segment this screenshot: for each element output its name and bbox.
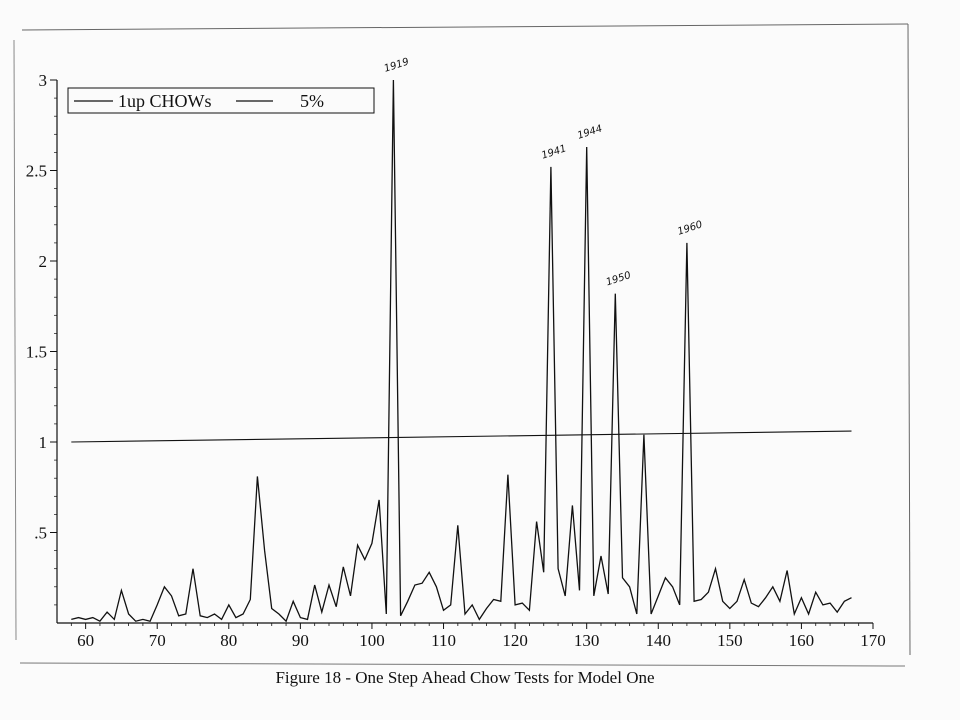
critical-5pct-line: [71, 430, 852, 443]
x-tick-label: 160: [789, 631, 815, 650]
year-annotation: 1950: [605, 270, 633, 288]
y-tick-label: 1.5: [26, 343, 47, 362]
x-tick-label: 140: [646, 631, 672, 650]
year-annotation: 1919: [383, 56, 411, 74]
x-tick-label: 170: [860, 631, 886, 650]
y-tick-label: 2: [39, 252, 48, 271]
y-tick-label: 3: [39, 71, 48, 90]
x-tick-label: 100: [359, 631, 385, 650]
x-tick-label: 120: [502, 631, 528, 650]
chow-series-line: [71, 79, 852, 623]
x-tick-label: 130: [574, 631, 600, 650]
scan-frame-top: [21, 23, 909, 31]
legend-box: [67, 87, 375, 114]
scan-frame-right: [907, 23, 911, 656]
year-annotation: 1941: [540, 143, 568, 161]
x-tick-label: 150: [717, 631, 743, 650]
y-tick-label: 2.5: [26, 162, 47, 181]
y-tick-label: .5: [34, 524, 47, 543]
x-tick-label: 70: [149, 631, 166, 650]
year-annotation: 1960: [676, 219, 704, 237]
scan-frame-bottom: [19, 662, 906, 667]
year-annotation: 1944: [576, 123, 604, 141]
legend-label-chow: 1up CHOWs: [118, 91, 212, 111]
x-tick-label: 110: [431, 631, 456, 650]
x-tick-label: 80: [220, 631, 237, 650]
legend-label-5pct: 5%: [300, 91, 324, 111]
x-tick-label: 60: [77, 631, 94, 650]
scan-frame-left: [13, 39, 17, 641]
x-tick-label: 90: [292, 631, 309, 650]
y-tick-label: 1: [39, 433, 48, 452]
figure-caption: Figure 18 - One Step Ahead Chow Tests fo…: [275, 668, 654, 687]
